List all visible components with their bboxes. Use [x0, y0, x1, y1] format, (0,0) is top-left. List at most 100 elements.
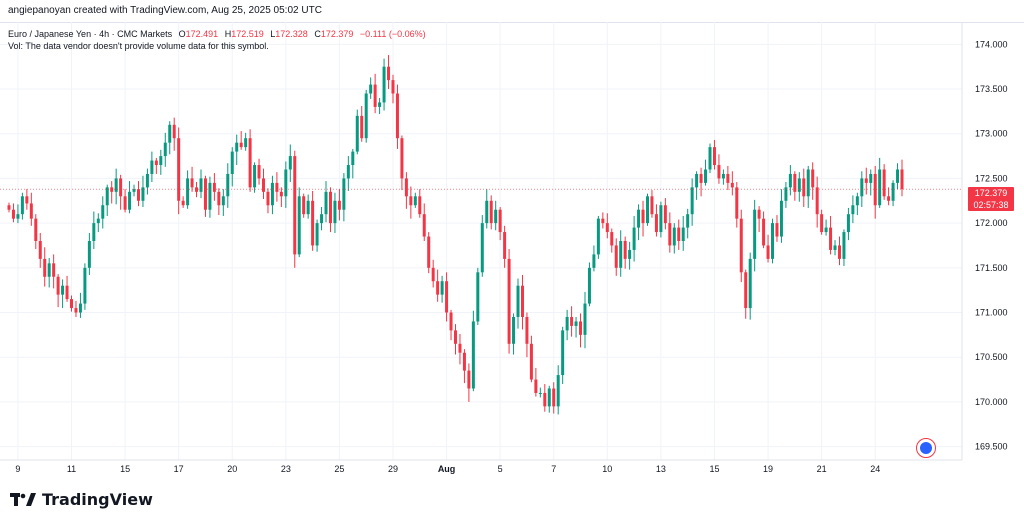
candle — [7, 202, 11, 213]
candle-body — [311, 200, 315, 246]
candle — [538, 387, 542, 398]
candle-body — [681, 227, 685, 241]
candle-body — [230, 151, 234, 174]
candle — [47, 257, 51, 288]
candle — [632, 215, 636, 262]
candle — [212, 173, 216, 201]
candle — [802, 168, 806, 208]
candle — [297, 187, 301, 258]
candle — [391, 74, 395, 104]
candle-body — [20, 196, 24, 215]
x-tick-label: 15 — [120, 464, 130, 474]
candle — [128, 181, 132, 214]
candle-body — [762, 218, 766, 246]
close-label: C — [314, 29, 321, 39]
candle-body — [83, 267, 87, 304]
candle-body — [824, 227, 828, 233]
candle-body — [873, 173, 877, 206]
x-tick-label: 25 — [334, 464, 344, 474]
candle — [623, 236, 627, 269]
candle-body — [244, 138, 248, 148]
candle-body — [570, 316, 574, 326]
candle-body — [355, 115, 359, 152]
candle-body — [177, 138, 181, 201]
candle-body — [887, 196, 891, 201]
candle-body — [793, 173, 797, 192]
x-tick-label: 29 — [388, 464, 398, 474]
x-tick-label: 24 — [870, 464, 880, 474]
candle — [677, 219, 681, 250]
candle-body — [61, 285, 65, 295]
candle-body — [516, 285, 520, 317]
candle-body — [690, 187, 694, 215]
candle — [168, 121, 172, 155]
price-chart[interactable]: 174.000 173.500 173.000 172.500 172.000 171.5… — [0, 22, 1024, 482]
candle — [771, 218, 775, 264]
candle — [29, 192, 33, 226]
tradingview-logo[interactable]: TradingView — [10, 490, 153, 509]
price-axis: 174.000 173.500 173.000 172.500 172.000 171.5… — [975, 39, 1008, 451]
candle — [512, 313, 516, 355]
candle — [565, 309, 569, 341]
candle-body — [16, 214, 20, 219]
candle — [159, 149, 163, 175]
candle-body — [896, 169, 900, 183]
x-tick-label: 11 — [67, 464, 76, 474]
candles — [7, 55, 904, 415]
candle — [105, 184, 109, 216]
candle-body — [101, 205, 105, 219]
symbol-description[interactable]: Euro / Japanese Yen · 4h · CMC Markets — [8, 29, 173, 39]
volume-note: Vol: The data vendor doesn't provide vol… — [8, 41, 269, 51]
candle — [485, 189, 489, 229]
candle — [556, 365, 560, 415]
candle-body — [297, 196, 301, 255]
candle-body — [266, 191, 270, 206]
candle-body — [659, 205, 663, 233]
candle-body — [851, 205, 855, 215]
candle — [56, 274, 60, 308]
candle-body — [829, 227, 833, 250]
candle-body — [235, 142, 239, 152]
candle — [645, 193, 649, 226]
candle — [744, 269, 748, 319]
candle — [650, 190, 654, 218]
goto-realtime-button[interactable] — [916, 438, 936, 458]
candle-body — [382, 66, 386, 103]
candle — [61, 279, 65, 309]
candle-body — [454, 330, 457, 344]
candle — [610, 228, 614, 253]
candle — [43, 247, 47, 287]
candle-body — [561, 330, 565, 376]
candle — [293, 150, 297, 268]
candle-body — [574, 321, 578, 326]
candle-body — [512, 316, 516, 344]
open-value: 172.491 — [185, 29, 219, 39]
candle-body — [507, 258, 511, 344]
candle — [699, 167, 703, 197]
candle-body — [878, 169, 882, 206]
x-tick-label: 13 — [656, 464, 666, 474]
candle-body — [328, 191, 332, 224]
candle-body — [145, 173, 149, 188]
candle-body — [592, 254, 596, 268]
candle — [418, 189, 422, 218]
candle-body — [431, 267, 435, 282]
candle-body — [217, 191, 221, 206]
candle — [659, 201, 663, 238]
candle — [574, 316, 578, 338]
candle-body — [735, 187, 739, 219]
candle — [815, 176, 819, 228]
candle-body — [833, 245, 837, 250]
candle-body — [364, 93, 368, 139]
candle — [690, 178, 694, 226]
candle — [16, 204, 20, 224]
chart-legend: Euro / Japanese Yen · 4h · CMC Markets O… — [8, 28, 426, 52]
candle — [619, 230, 623, 277]
candle — [873, 165, 877, 219]
candle — [70, 295, 74, 312]
candle — [409, 186, 413, 219]
candle-body — [503, 232, 507, 259]
x-tick-label: 19 — [763, 464, 773, 474]
candle — [195, 182, 199, 198]
candle-body — [440, 281, 444, 295]
